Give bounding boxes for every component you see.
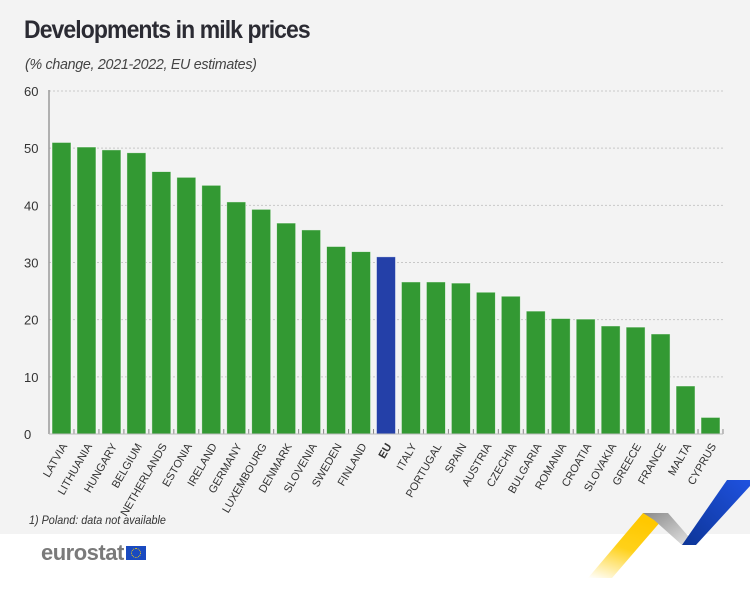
bar-slovakia	[600, 325, 621, 435]
x-tick-label: SPAIN	[443, 441, 470, 475]
bar-czechia	[500, 295, 521, 435]
bar-germany	[226, 201, 247, 435]
bar-hungary	[101, 149, 122, 435]
bar-austria	[475, 291, 496, 435]
bars	[51, 142, 721, 435]
bar-chart: 0 10 20 30 40 50 60 LATVIALITHUANIAHUNGARYBELG…	[24, 84, 724, 519]
bar-netherlands	[151, 171, 172, 435]
chart-subtitle: (% change, 2021-2022, EU estimates)	[25, 56, 257, 73]
x-axis-labels: LATVIALITHUANIAHUNGARYBELGIUMNETHERLANDS…	[41, 441, 719, 519]
bar-sweden	[326, 246, 346, 435]
bar-lithuania	[76, 146, 97, 435]
bar-portugal	[426, 281, 446, 435]
chart-panel	[0, 0, 750, 534]
y-tick-label: 40	[24, 198, 38, 213]
bar-italy	[401, 281, 421, 435]
y-tick-label: 20	[24, 313, 38, 328]
bar-belgium	[126, 152, 147, 435]
bar-cyprus	[700, 417, 721, 435]
bar-ireland	[201, 184, 222, 435]
bar-denmark	[276, 222, 297, 435]
logo-text: eurostat	[41, 540, 124, 565]
y-axis-ticks: 0 10 20 30 40 50 60	[24, 84, 38, 442]
y-tick-label: 50	[24, 141, 38, 156]
x-tick-label: ITALY	[395, 441, 420, 473]
eu-flag-icon	[125, 546, 146, 560]
bar-slovenia	[301, 229, 322, 435]
bar-malta	[675, 385, 696, 435]
footnote: 1) Poland: data not available	[29, 513, 166, 527]
bar-france	[650, 333, 671, 435]
bar-luxembourg	[251, 208, 272, 435]
bar-greece	[625, 326, 646, 435]
bar-finland	[351, 251, 371, 435]
chart-title: Developments in milk prices	[24, 16, 311, 44]
bar-romania	[550, 318, 571, 435]
x-axis-ticks	[73, 429, 724, 434]
bar-eu	[376, 256, 396, 435]
x-tick-label: EU	[377, 441, 395, 460]
bar-croatia	[575, 318, 596, 435]
y-tick-label: 60	[24, 84, 38, 99]
eurostat-logo: eurostat	[41, 540, 146, 565]
bar-bulgaria	[525, 310, 546, 435]
y-tick-label: 10	[24, 370, 38, 385]
bar-estonia	[176, 176, 197, 435]
bar-latvia	[51, 142, 72, 435]
y-tick-label: 30	[24, 256, 38, 271]
y-tick-label: 0	[24, 427, 31, 442]
bar-spain	[450, 282, 471, 435]
